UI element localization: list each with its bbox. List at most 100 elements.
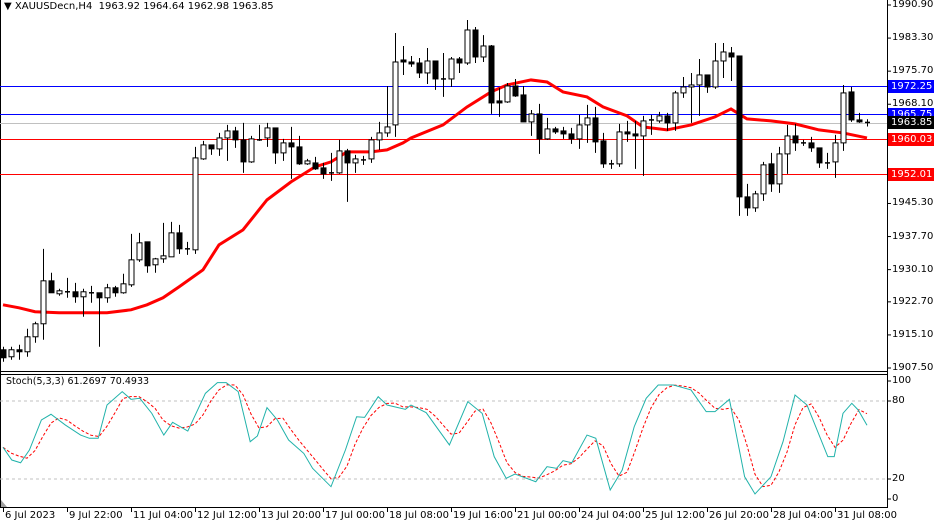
candle-bearish bbox=[560, 130, 567, 135]
candle-bullish bbox=[192, 157, 199, 251]
candle-bearish bbox=[520, 94, 527, 123]
time-tick-label: 17 Jul 00:00 bbox=[325, 510, 385, 521]
time-tick-label: 9 Jul 22:00 bbox=[69, 510, 123, 521]
candle-bullish bbox=[584, 117, 591, 126]
candle-bullish bbox=[120, 283, 127, 294]
candle-bearish bbox=[736, 55, 743, 198]
candle-bullish bbox=[424, 60, 431, 74]
candle-bearish bbox=[240, 139, 247, 163]
candle-bearish bbox=[664, 115, 671, 124]
candle-bearish bbox=[744, 196, 751, 209]
candle-bullish bbox=[136, 242, 143, 261]
price-tick-label: 1945.30 bbox=[892, 197, 934, 209]
time-tick-label: 18 Jul 08:00 bbox=[389, 510, 449, 521]
candle-bullish bbox=[616, 131, 623, 165]
candle-bullish bbox=[504, 85, 511, 103]
candle-bullish bbox=[368, 139, 375, 160]
time-tick-label: 13 Jul 20:00 bbox=[261, 510, 321, 521]
candle-bullish bbox=[168, 232, 175, 258]
price-level-label: 1952.01 bbox=[888, 167, 934, 181]
price-tick-label: 1937.70 bbox=[892, 230, 934, 242]
candle-bearish bbox=[512, 85, 519, 97]
candle-bearish bbox=[856, 119, 863, 123]
high-value: 1964.64 bbox=[143, 1, 185, 12]
candle-bullish bbox=[776, 153, 783, 185]
time-tick-label: 28 Jul 04:00 bbox=[773, 510, 833, 521]
stochastic-signal-line bbox=[2, 384, 868, 488]
candle-bullish bbox=[56, 290, 63, 295]
candle-bearish bbox=[816, 147, 823, 164]
candle-bearish bbox=[232, 130, 239, 141]
candle-bullish bbox=[24, 336, 31, 353]
candle-bearish bbox=[312, 162, 319, 170]
time-tick-label: 25 Jul 12:00 bbox=[645, 510, 705, 521]
time-tick-label: 6 Jul 2023 bbox=[5, 510, 56, 521]
price-tick-label: 1930.10 bbox=[892, 263, 934, 275]
candle-bullish bbox=[656, 115, 663, 122]
candle-bearish bbox=[808, 142, 815, 149]
candle-bearish bbox=[768, 163, 775, 185]
candle-bearish bbox=[344, 150, 351, 164]
candle-bearish bbox=[112, 287, 119, 294]
candle-bearish bbox=[456, 58, 463, 64]
candle-bearish bbox=[72, 291, 79, 298]
candle-bullish bbox=[480, 45, 487, 58]
candle-bearish bbox=[400, 59, 407, 63]
stochastic-name: Stoch(5,3,3) bbox=[6, 376, 65, 387]
candle-bearish bbox=[600, 140, 607, 165]
candle-bullish bbox=[152, 258, 159, 266]
candle-bullish bbox=[376, 132, 383, 141]
candle-bullish bbox=[280, 142, 287, 154]
candle-bullish bbox=[248, 138, 255, 163]
candle-bullish bbox=[216, 137, 223, 150]
candle-bearish bbox=[552, 128, 559, 133]
candle-bearish bbox=[16, 349, 23, 353]
candle-bearish bbox=[208, 144, 215, 150]
candle-bearish bbox=[536, 113, 543, 140]
candle-bullish bbox=[528, 113, 535, 123]
time-tick-label: 12 Jul 12:00 bbox=[197, 510, 257, 521]
candle-bearish bbox=[408, 61, 415, 65]
candle-bearish bbox=[496, 100, 503, 104]
symbol-label: XAUUSDecn,H4 bbox=[14, 1, 93, 12]
candle-bullish bbox=[392, 61, 399, 126]
price-tick-label: 1915.10 bbox=[892, 328, 934, 340]
candle-bullish bbox=[32, 323, 39, 338]
candle-bullish bbox=[688, 84, 695, 88]
candle-bearish bbox=[792, 135, 799, 144]
price-tick-label: 1968.10 bbox=[892, 98, 934, 110]
stochastic-tick-label: 100 bbox=[892, 375, 912, 386]
candle-bullish bbox=[304, 160, 311, 165]
stochastic-tick-label: 80 bbox=[892, 395, 905, 406]
candle-bullish bbox=[720, 51, 727, 62]
moving-average-line bbox=[2, 78, 868, 315]
price-tick-label: 1975.70 bbox=[892, 65, 934, 77]
close-value: 1963.85 bbox=[232, 1, 274, 12]
candle-bullish bbox=[384, 126, 391, 134]
time-tick-label: 26 Jul 20:00 bbox=[709, 510, 769, 521]
candle-bullish bbox=[352, 158, 359, 164]
candle-bullish bbox=[576, 124, 583, 140]
candle-bullish bbox=[224, 130, 231, 139]
candle-bullish bbox=[8, 349, 15, 358]
candle-bearish bbox=[488, 45, 495, 104]
candle-bearish bbox=[0, 349, 7, 359]
stochastic-main-line bbox=[2, 382, 868, 495]
candle-bullish bbox=[784, 135, 791, 155]
candle-bearish bbox=[416, 62, 423, 74]
stochastic-tick-label: 0 bbox=[892, 493, 899, 504]
candle-bearish bbox=[568, 133, 575, 140]
candle-bullish bbox=[104, 287, 111, 299]
candle-bearish bbox=[144, 241, 151, 267]
candle-bullish bbox=[760, 164, 767, 195]
candle-bearish bbox=[624, 131, 631, 135]
candle-bullish bbox=[672, 92, 679, 124]
candle-bearish bbox=[176, 232, 183, 250]
chart-header: ▼ XAUUSDecn,H4 1963.92 1964.64 1962.98 1… bbox=[4, 0, 274, 13]
stochastic-tick-label: 20 bbox=[892, 473, 905, 484]
candle-bullish bbox=[464, 29, 471, 64]
candle-bearish bbox=[296, 146, 303, 165]
triangle-down-icon[interactable]: ▼ bbox=[4, 1, 15, 12]
